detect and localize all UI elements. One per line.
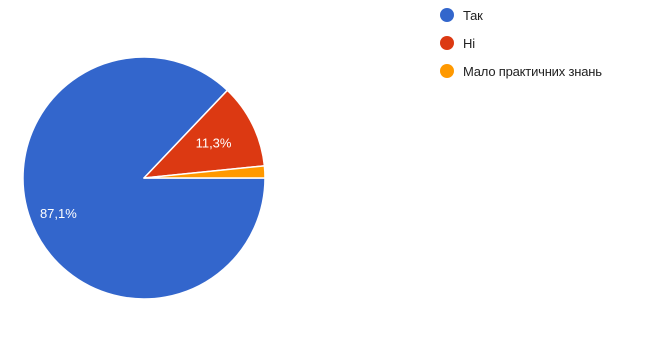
data-label-tak: 87,1%	[40, 206, 77, 221]
legend-label-ni: Ні	[463, 35, 475, 51]
chart-legend: Так Ні Мало практичних знань	[440, 6, 655, 90]
pie-slice-malo-praktychnykh-znan	[143, 165, 266, 179]
legend-swatch-ni	[440, 36, 454, 50]
legend-label-malo-praktychnykh-znan: Мало практичних знань	[463, 63, 602, 79]
legend-item-tak: Так	[440, 6, 655, 24]
legend-swatch-malo-praktychnykh-znan	[440, 64, 454, 78]
data-label-ni: 11,3%	[196, 135, 232, 150]
legend-item-malo-praktychnykh-znan: Мало практичних знань	[440, 62, 655, 80]
legend-item-ni: Ні	[440, 34, 655, 52]
legend-label-tak: Так	[463, 7, 483, 23]
legend-swatch-tak	[440, 8, 454, 22]
pie-slice-ni	[143, 89, 266, 179]
